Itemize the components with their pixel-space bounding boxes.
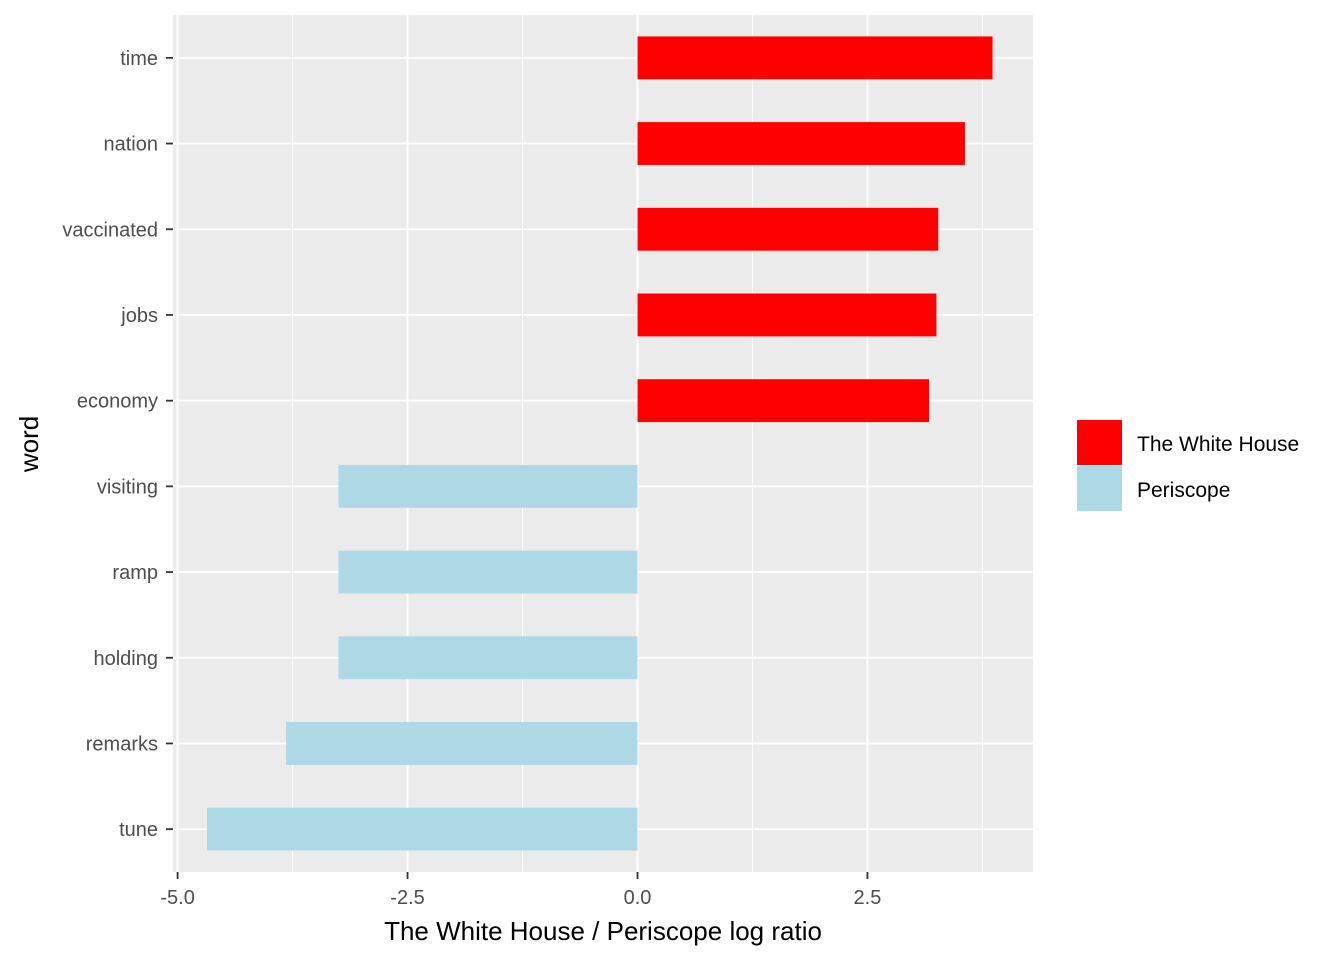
y-tick-label: ramp [112, 562, 158, 584]
y-tick-label: economy [77, 391, 158, 413]
y-tick-label: time [120, 48, 158, 70]
bar-holding [338, 636, 638, 680]
x-tick-label: 2.5 [854, 887, 882, 909]
bar-economy [637, 379, 930, 423]
y-tick-label: remarks [86, 733, 158, 755]
y-tick-label: nation [104, 134, 159, 156]
x-axis: -5.0 -2.5 0.0 2.5 [160, 872, 881, 909]
x-tick-label: -2.5 [390, 887, 424, 909]
bar-tune [207, 807, 638, 851]
x-tick-label: 0.0 [624, 887, 652, 909]
y-tick-label: tune [119, 819, 158, 841]
x-tick-label: -5.0 [160, 887, 194, 909]
bar-remarks [286, 722, 638, 765]
y-tick-label: visiting [97, 476, 158, 498]
legend-label: Periscope [1137, 479, 1230, 502]
y-tick-label: vaccinated [62, 219, 158, 241]
bar-visiting [338, 464, 638, 508]
legend: The White House Periscope [1077, 420, 1299, 511]
x-axis-title: The White House / Periscope log ratio [384, 916, 822, 946]
bar-ramp [338, 550, 638, 594]
y-axis-title: word [14, 416, 44, 473]
legend-key [1077, 466, 1122, 511]
legend-label: The White House [1137, 433, 1299, 456]
y-tick-label: holding [93, 648, 158, 670]
legend-key [1077, 420, 1122, 465]
y-axis: time nation vaccinated jobs economy visiting r… [62, 48, 173, 841]
bars [207, 36, 993, 851]
bar-jobs [637, 293, 937, 337]
y-tick-label: jobs [120, 305, 158, 327]
bar-vaccinated [637, 207, 939, 251]
bar-nation [637, 122, 965, 165]
bar-time [637, 36, 993, 80]
